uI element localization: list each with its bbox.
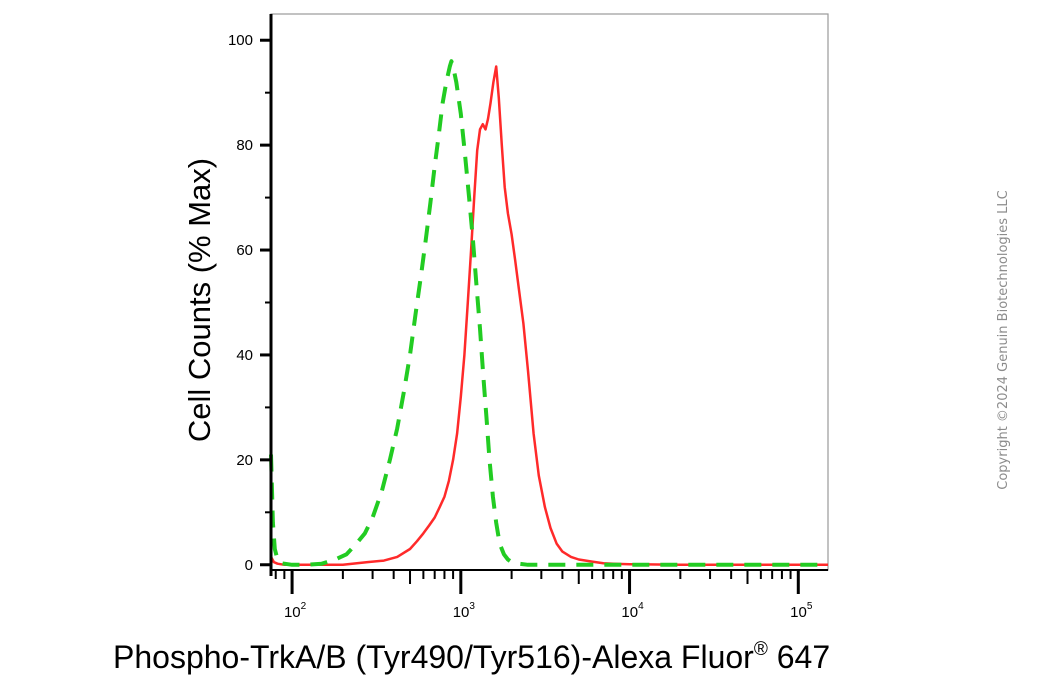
y-tick-label: 0 — [245, 557, 253, 574]
y-tick-label: 100 — [228, 32, 253, 49]
x-axis-title: Phospho-TrkA/B (Tyr490/Tyr516)-Alexa Flu… — [113, 639, 830, 675]
y-tick-label: 80 — [236, 137, 253, 154]
x-tick-label-base: 10 — [621, 604, 638, 621]
x-tick-label: 103 — [453, 601, 476, 621]
x-axis-title-main: Phospho-TrkA/B (Tyr490/Tyr516)-Alexa Flu… — [113, 639, 754, 675]
x-tick-label-base: 10 — [790, 604, 807, 621]
x-tick-label: 102 — [284, 601, 307, 621]
x-tick-label-exponent: 2 — [301, 601, 307, 612]
y-tick-label: 60 — [236, 242, 253, 259]
y-tick-label: 20 — [236, 452, 253, 469]
x-axis-title-suffix: 647 — [768, 639, 830, 675]
x-tick-label-exponent: 5 — [807, 601, 813, 612]
histogram-curves — [269, 59, 828, 567]
y-axis-title: Cell Counts (% Max) — [182, 158, 217, 442]
series-line-solid — [269, 65, 828, 567]
y-tick-label: 40 — [236, 347, 253, 364]
x-tick-label: 104 — [621, 601, 644, 621]
x-tick-label-base: 10 — [453, 604, 470, 621]
x-tick-label-exponent: 3 — [469, 601, 475, 612]
x-axis-title-superscript: ® — [754, 639, 768, 660]
copyright-watermark: Copyright ©2024 Genuin Biotechnologies L… — [996, 190, 1011, 489]
x-tick-label-exponent: 4 — [638, 601, 644, 612]
plot-frame — [270, 13, 829, 571]
x-tick-label-base: 10 — [284, 604, 301, 621]
series-line-dashed — [269, 59, 828, 567]
x-tick-label: 105 — [790, 601, 813, 621]
